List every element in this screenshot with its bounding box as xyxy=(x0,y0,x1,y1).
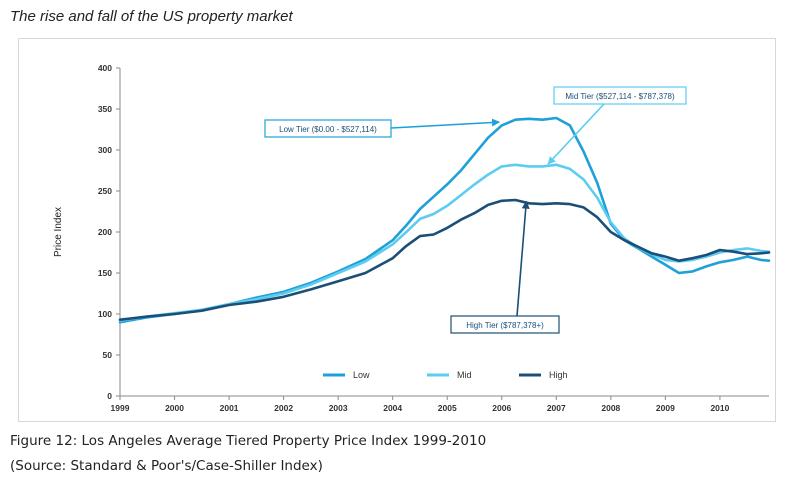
y-tick-label: 300 xyxy=(98,145,112,155)
annotation-arrow-low xyxy=(390,118,501,129)
chart-series xyxy=(118,116,771,324)
legend-label-high: High xyxy=(549,370,568,380)
legend-label-mid: Mid xyxy=(457,370,472,380)
x-tick-label: 2010 xyxy=(710,403,729,413)
x-tick-label: 2008 xyxy=(601,403,620,413)
annotation-arrow-mid xyxy=(547,103,605,165)
chart-frame: 0 50 100 150 200 250 300 350 400 1999 2000 2001 2002… xyxy=(18,38,776,422)
annotation-label-high: High Tier ($787,378+) xyxy=(466,321,544,330)
x-tick-label: 2000 xyxy=(165,403,184,413)
series-line-low xyxy=(118,116,771,324)
annotation-label-mid: Mid Tier ($527,114 - $787,378) xyxy=(565,92,675,101)
x-tick-label: 2003 xyxy=(329,403,348,413)
figure-source: (Source: Standard & Poor's/Case-Shiller … xyxy=(10,458,323,474)
chart-axes: 0 50 100 150 200 250 300 350 400 1999 2000 2001 2002… xyxy=(53,63,769,413)
series-line-high xyxy=(118,198,771,322)
y-axis-label: Price Index xyxy=(53,207,64,257)
y-tick-label: 100 xyxy=(98,309,112,319)
chart-annotations: Low Tier ($0.00 - $527,114) Mid Tier ($52… xyxy=(264,86,687,334)
price-index-chart: 0 50 100 150 200 250 300 350 400 1999 2000 2001 2002… xyxy=(53,63,771,413)
annotation-arrow-high xyxy=(516,200,530,317)
annotation-box-low xyxy=(264,119,392,138)
legend-label-low: Low xyxy=(353,370,370,380)
page-title: The rise and fall of the US property mar… xyxy=(10,8,293,25)
x-tick-label: 2009 xyxy=(656,403,675,413)
x-tick-label: 1999 xyxy=(111,403,130,413)
y-tick-label: 350 xyxy=(98,104,112,114)
series-line-mid xyxy=(118,163,771,322)
x-tick-label: 2001 xyxy=(220,403,239,413)
chart-legend: Low Mid High xyxy=(323,370,568,380)
y-tick-label: 250 xyxy=(98,186,112,196)
x-tick-label: 2007 xyxy=(547,403,566,413)
x-tick-label: 2002 xyxy=(274,403,293,413)
y-tick-label: 0 xyxy=(107,391,112,401)
annotation-box-mid xyxy=(553,86,687,105)
x-tick-label: 2005 xyxy=(438,403,457,413)
x-tick-label: 2004 xyxy=(383,403,402,413)
x-tick-label: 2006 xyxy=(492,403,511,413)
figure-caption: Figure 12: Los Angeles Average Tiered Pr… xyxy=(10,433,487,449)
y-tick-label: 400 xyxy=(98,63,112,73)
annotation-label-low: Low Tier ($0.00 - $527,114) xyxy=(279,125,377,134)
annotation-box-high xyxy=(450,315,560,334)
y-tick-label: 150 xyxy=(98,268,112,278)
y-tick-label: 50 xyxy=(103,350,113,360)
y-tick-label: 200 xyxy=(98,227,112,237)
